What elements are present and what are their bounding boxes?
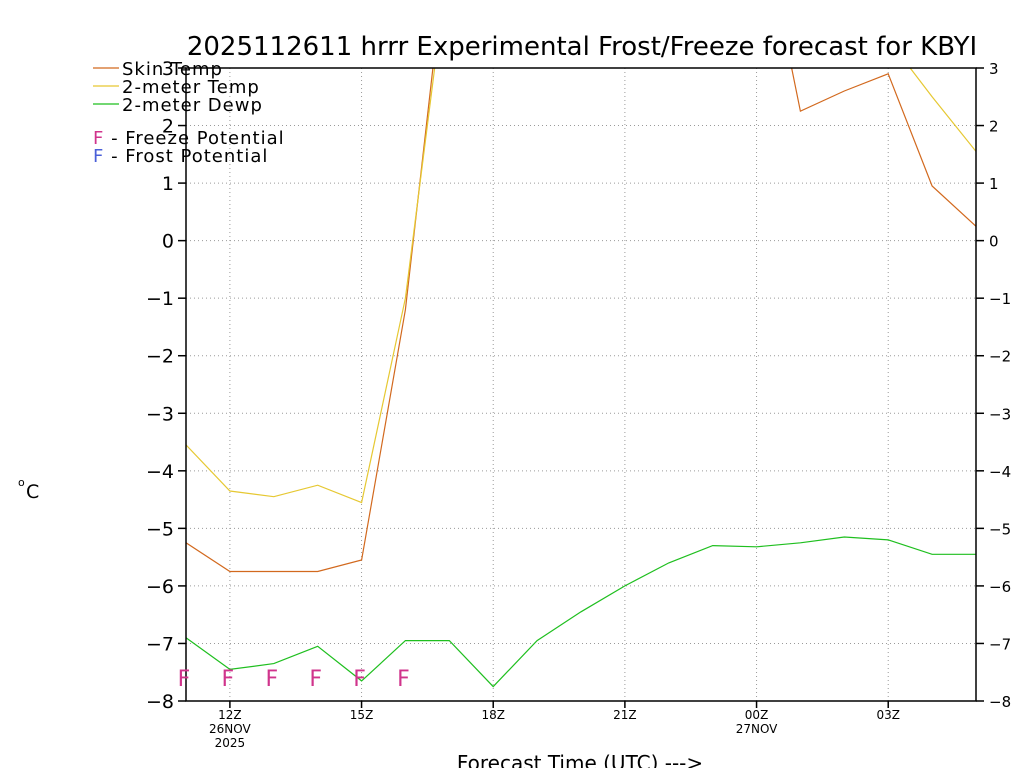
celsius-label: C	[26, 481, 39, 503]
y-axis-ticks: −8 −8 −7 −7 −6 −6 −5 −5 −4 −4 −3 −3 −2 −2 −1 −1 0 0 1 1 2 2 3 3	[146, 58, 1011, 713]
x-tick-label: 03Z	[876, 708, 900, 722]
y-tick-label-right: −1	[989, 290, 1011, 308]
y-tick-label-left: −7	[146, 633, 174, 655]
y-tick-label-right: −5	[989, 520, 1011, 538]
potential-legend-text: - Freeze Potential	[104, 128, 284, 149]
x-tick-label: 12Z	[218, 708, 242, 722]
y-tick-label-right: −3	[989, 405, 1011, 423]
y-tick-label-left: −5	[146, 518, 174, 540]
y-tick-label-right: −6	[989, 578, 1011, 596]
potential-legend-item: F - Frost Potential	[93, 146, 268, 167]
y-tick-label-left: 3	[162, 58, 174, 80]
x-tick-label: 27NOV	[736, 722, 778, 736]
y-tick-label-left: −2	[146, 346, 174, 368]
potential-legend-letter: F	[93, 128, 104, 149]
y-tick-label-right: −4	[989, 463, 1011, 481]
y-tick-label-right: 2	[989, 118, 999, 136]
y-tick-label-left: 1	[162, 173, 174, 195]
freeze-flag: F	[309, 667, 322, 692]
grid-lines	[186, 68, 976, 701]
series-line-skin-temp	[186, 68, 976, 573]
y-tick-label-left: −4	[146, 461, 174, 483]
x-axis-label: Forecast Time (UTC) --->	[457, 751, 703, 768]
y-tick-label-right: −8	[989, 693, 1011, 711]
y-tick-label-left: −8	[146, 691, 174, 713]
x-tick-label: 18Z	[481, 708, 505, 722]
x-tick-label: 00Z	[745, 708, 769, 722]
x-tick-label: 21Z	[613, 708, 637, 722]
freeze-flag: F	[222, 667, 235, 692]
y-tick-label-right: 3	[989, 60, 999, 78]
freeze-flag: F	[265, 667, 278, 692]
x-tick-label: 15Z	[350, 708, 374, 722]
y-tick-label-right: −2	[989, 348, 1011, 366]
y-tick-label-left: −1	[146, 288, 174, 310]
legend-label: 2-meter Dewp	[122, 95, 263, 116]
y-tick-label-left: 2	[162, 116, 174, 138]
y-axis-label: o C	[18, 476, 39, 503]
potential-legend-item: F - Freeze Potential	[93, 128, 285, 149]
y-tick-label-right: 1	[989, 175, 999, 193]
series-line-2-meter-temp	[186, 68, 976, 504]
y-tick-label-left: 0	[162, 231, 174, 253]
series-line-2-meter-dewp	[186, 536, 976, 688]
legend-label: Skin Temp	[122, 59, 223, 80]
y-tick-label-right: −7	[989, 635, 1011, 653]
y-tick-label-right: 0	[989, 233, 999, 251]
potential-legend-letter: F	[93, 146, 104, 167]
freeze-flag: F	[397, 667, 410, 692]
y-tick-label-left: −3	[146, 403, 174, 425]
degree-symbol: o	[18, 476, 25, 489]
y-tick-label-left: −6	[146, 576, 174, 598]
x-tick-label: 2025	[215, 736, 246, 750]
freeze-flag: F	[353, 667, 366, 692]
plot-frame	[185, 67, 977, 702]
series-lines	[186, 68, 976, 688]
chart-title: 2025112611 hrrr Experimental Frost/Freez…	[187, 32, 977, 62]
potential-legend-text: - Frost Potential	[104, 146, 268, 167]
freeze-flag: F	[178, 667, 191, 692]
legend-label: 2-meter Temp	[122, 77, 260, 98]
x-tick-label: 26NOV	[209, 722, 251, 736]
